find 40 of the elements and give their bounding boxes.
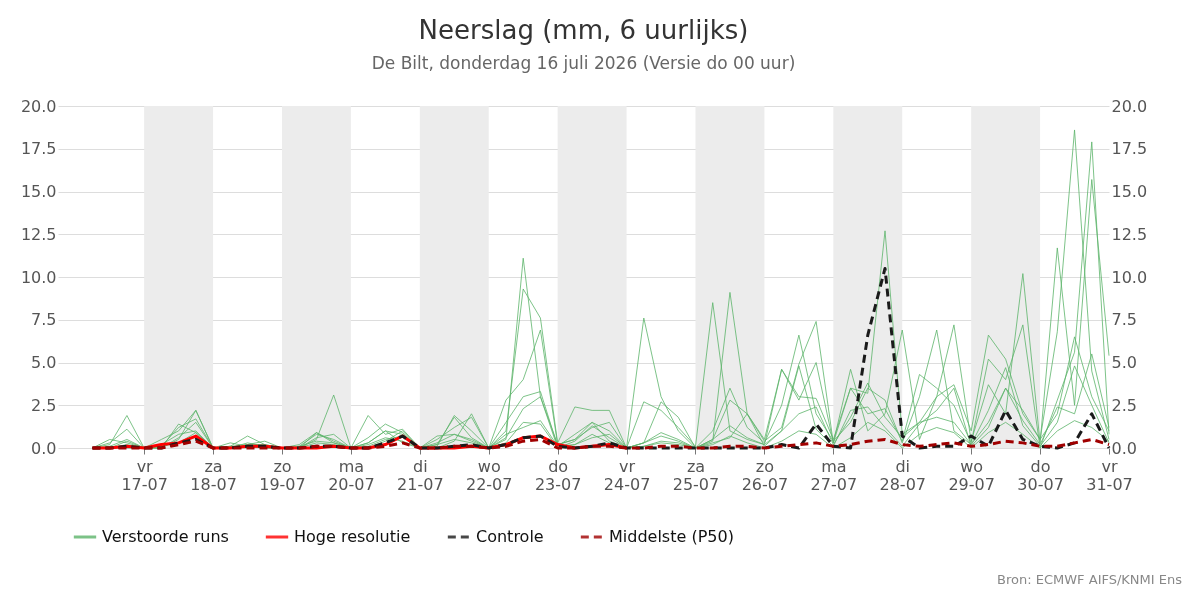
text: Bron: ECMWF AIFS/KNMI Ens [997,572,1182,587]
x-tick-label: ma 27-07 [810,456,858,494]
x-tick-label: wo 29-07 [948,456,995,494]
y-tick-label: 12.5 [20,224,57,244]
y-tick-label: 17.5 [20,139,57,159]
legend-label: Hoge resolutie [294,527,411,546]
y2-tick-label: 17.5 [1111,139,1148,159]
x-tick-label: do 30-07 [1017,456,1064,494]
y-tick-label: 2.5 [31,395,57,415]
x-tick-label: do 23-07 [534,456,582,494]
x-tick-label: vr 31-07 [1086,456,1133,494]
x-tick-label: zo 19-07 [259,456,306,494]
x-tick-label: vr 24-07 [603,456,651,494]
y2-tick-label: 2.5 [1111,395,1137,415]
x-tick-label: za 25-07 [672,456,720,494]
y-tick-label: 0.0 [31,438,57,458]
x-tick-label: wo 22-07 [465,456,513,494]
legend-label: Verstoorde runs [102,527,229,546]
y-tick-label: 20.0 [20,96,57,116]
y2-tick-label: 12.5 [1111,224,1148,244]
y2-tick-label: 5.0 [1111,353,1137,372]
chart-subtitle: De Bilt, donderdag 16 juli 2026 (Versie do 00 uur) [371,53,796,73]
x-tick-label: zo 26-07 [741,456,789,494]
x-tick-label: za 18-07 [190,456,237,494]
y2-tick-label: 0.0 [1111,438,1137,458]
x-tick-label: ma 20-07 [328,456,375,494]
y-tick-label: 15.0 [20,182,57,201]
legend-label: Controle [476,527,544,546]
y2-tick-label: 10.0 [1111,267,1148,287]
x-tick-label: di 28-07 [879,456,926,494]
legend-label: Middelste (P50) [609,527,734,546]
chart-title: Neerslag (mm, 6 uurlijks) [418,15,749,45]
x-tick-label: di 21-07 [397,456,444,494]
y2-tick-label: 7.5 [1111,310,1137,330]
y2-tick-label: 15.0 [1111,182,1148,201]
y2-tick-label: 20.0 [1111,96,1148,116]
y-tick-label: 10.0 [20,267,57,287]
y-tick-label: 7.5 [31,310,57,330]
y-tick-label: 5.0 [31,353,57,372]
x-tick-label: vr 17-07 [121,456,168,494]
